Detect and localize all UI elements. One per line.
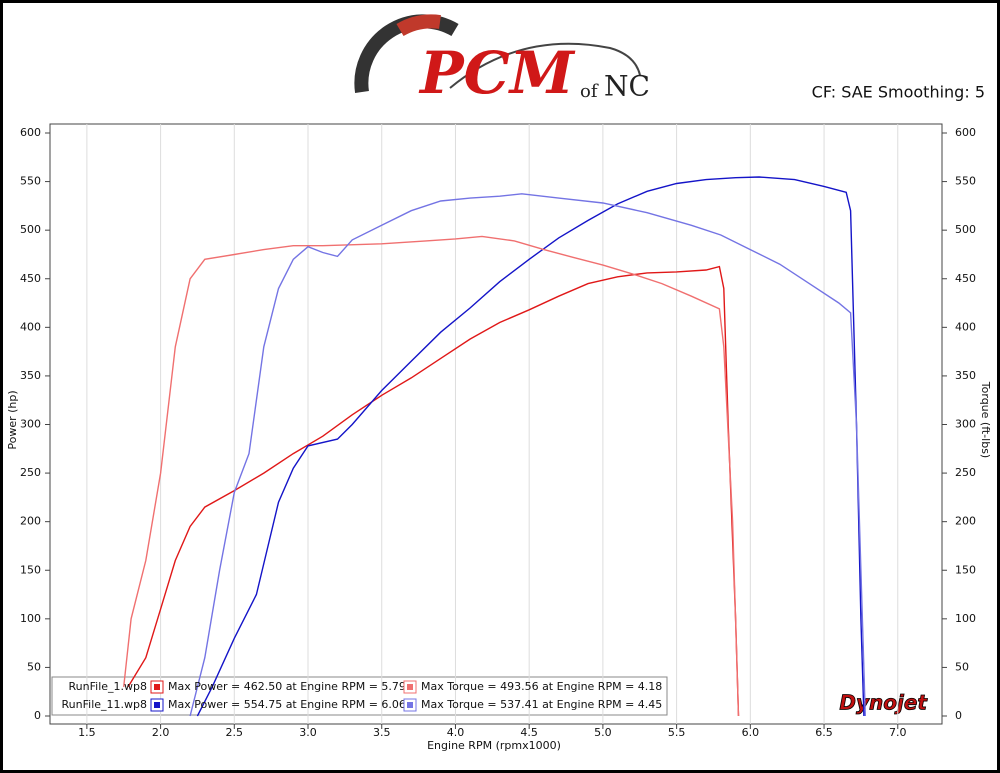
y2-tick-label: 600 (955, 126, 976, 139)
plot-area (49, 123, 943, 725)
y-tick-label: 500 (20, 223, 41, 236)
legend-entry: Max Torque = 493.56 at Engine RPM = 4.18 (421, 680, 662, 693)
y-tick-label: 50 (27, 660, 41, 673)
x-axis-label: Engine RPM (rpmx1000) (427, 739, 561, 752)
power-torque-line (127, 265, 740, 717)
y-tick-label: 200 (20, 515, 41, 528)
y2-tick-label: 400 (955, 320, 976, 333)
y-tick-label: 450 (20, 272, 41, 285)
x-tick-label: 3.5 (373, 726, 391, 739)
y-tick-label: 550 (20, 175, 41, 188)
y-axis-label: Power (hp) (6, 390, 19, 449)
power-torque-line (196, 176, 865, 717)
legend-run: RunFile_11.wp8 (62, 698, 147, 711)
settings-label: CF: SAE Smoothing: 5 (812, 83, 985, 102)
y-tick-label: 150 (20, 563, 41, 576)
legend-entry: Max Power = 462.50 at Engine RPM = 5.79 (168, 680, 406, 693)
y-tick-label: 350 (20, 369, 41, 382)
y2-tick-label: 500 (955, 223, 976, 236)
x-tick-label: 2.0 (152, 726, 170, 739)
y2-tick-label: 150 (955, 563, 976, 576)
y-tick-label: 250 (20, 466, 41, 479)
x-tick-label: 6.5 (815, 726, 833, 739)
y-tick-label: 0 (34, 709, 41, 722)
y2-axis-label: Torque (ft-lbs) (979, 381, 992, 458)
logo-car (449, 42, 641, 89)
legend-entry: Max Torque = 537.41 at Engine RPM = 4.45 (421, 698, 662, 711)
logo: PCM of NC (354, 14, 650, 107)
y2-tick-label: 50 (955, 660, 969, 673)
x-tick-label: 4.0 (447, 726, 465, 739)
legend-swatch-fill (407, 684, 413, 690)
y2-tick-label: 450 (955, 272, 976, 285)
x-tick-label: 1.5 (78, 726, 96, 739)
y-tick-label: 300 (20, 418, 41, 431)
x-tick-label: 3.0 (299, 726, 317, 739)
y2-tick-label: 300 (955, 418, 976, 431)
x-tick-label: 5.0 (594, 726, 612, 739)
y2-tick-label: 0 (955, 709, 962, 722)
x-tick-label: 2.5 (226, 726, 244, 739)
power-torque-line (189, 193, 866, 717)
logo-gauge-red (396, 14, 441, 37)
logo-text: PCM (418, 39, 576, 107)
legend-swatch-fill (154, 702, 160, 708)
legend-entry: Max Power = 554.75 at Engine RPM = 6.06 (168, 698, 406, 711)
logo-of: of (580, 81, 599, 102)
y-tick-label: 600 (20, 126, 41, 139)
y2-tick-label: 250 (955, 466, 976, 479)
x-tick-label: 5.5 (668, 726, 686, 739)
legend-swatch-fill (154, 684, 160, 690)
y2-tick-label: 550 (955, 175, 976, 188)
y-tick-label: 400 (20, 320, 41, 333)
y2-tick-label: 200 (955, 515, 976, 528)
power-torque-line (123, 235, 740, 717)
y-tick-label: 100 (20, 612, 41, 625)
x-tick-label: 6.0 (742, 726, 760, 739)
x-tick-label: 7.0 (889, 726, 907, 739)
legend-run: RunFile_1.wp8 (69, 680, 147, 693)
watermark: Dynojet (839, 691, 928, 715)
x-tick-label: 4.5 (520, 726, 538, 739)
y2-tick-label: 100 (955, 612, 976, 625)
y2-tick-label: 350 (955, 369, 976, 382)
legend-swatch-fill (407, 702, 413, 708)
logo-nc: NC (604, 70, 650, 103)
